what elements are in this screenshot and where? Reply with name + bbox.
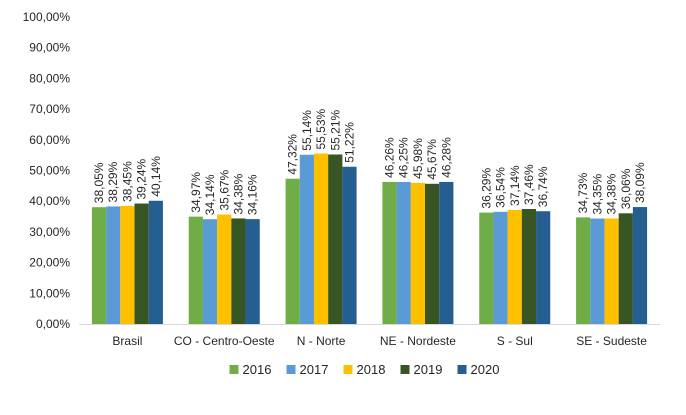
bar-2018-1 bbox=[217, 214, 232, 324]
bar-2019-0 bbox=[134, 203, 149, 324]
bar-2016-5 bbox=[576, 217, 591, 324]
bar-2020-0 bbox=[148, 200, 163, 324]
x-category-label: S - Sul bbox=[497, 334, 533, 348]
data-label: 38,09% bbox=[633, 162, 647, 203]
data-label: 38,05% bbox=[92, 162, 106, 203]
y-tick-label: 100,00% bbox=[23, 10, 71, 24]
data-label: 36,74% bbox=[536, 166, 550, 207]
bar-2017-1 bbox=[202, 219, 218, 324]
bar-2019-3 bbox=[425, 183, 440, 324]
x-category-label: SE - Sudeste bbox=[576, 334, 647, 348]
bar-2016-4 bbox=[479, 212, 494, 324]
data-label: 51,22% bbox=[342, 122, 356, 163]
legend-label: 2018 bbox=[357, 362, 386, 377]
data-label: 36,29% bbox=[479, 168, 493, 209]
legend-swatch-2020 bbox=[457, 365, 467, 374]
data-label: 37,46% bbox=[522, 164, 536, 205]
data-label: 45,67% bbox=[425, 139, 439, 180]
bar-2018-0 bbox=[120, 205, 135, 324]
bar-2020-5 bbox=[632, 207, 648, 324]
data-label: 37,14% bbox=[508, 165, 522, 206]
bar-2019-1 bbox=[231, 218, 246, 324]
bar-2017-4 bbox=[493, 211, 508, 324]
x-axis: Brasil CO - Centro-Oeste N - Norte NE - Nor… bbox=[79, 324, 660, 348]
bar-2018-5 bbox=[604, 218, 619, 324]
data-label: 40,14% bbox=[149, 156, 163, 197]
bar-2017-2 bbox=[299, 154, 314, 324]
bar-2017-3 bbox=[396, 182, 411, 324]
y-tick-label: 90,00% bbox=[29, 41, 70, 55]
legend: 2016 2017 2018 2019 2020 bbox=[229, 362, 500, 377]
data-label: 39,24% bbox=[135, 159, 149, 200]
data-label: 45,98% bbox=[411, 138, 425, 179]
data-label: 34,16% bbox=[246, 174, 260, 215]
bar-2016-0 bbox=[91, 207, 107, 324]
data-label: 34,38% bbox=[231, 173, 245, 214]
legend-label: 2017 bbox=[300, 362, 329, 377]
legend-swatch-2019 bbox=[400, 365, 410, 374]
data-label: 34,97% bbox=[189, 172, 203, 213]
data-label: 55,21% bbox=[328, 109, 342, 150]
data-label: 34,38% bbox=[605, 173, 619, 214]
bar-2018-2 bbox=[313, 153, 329, 324]
bar-2020-1 bbox=[245, 219, 260, 324]
y-tick-label: 80,00% bbox=[29, 71, 70, 85]
legend-swatch-2016 bbox=[229, 365, 239, 374]
y-tick-label: 30,00% bbox=[29, 225, 70, 239]
y-tick-label: 20,00% bbox=[29, 256, 70, 270]
data-label: 47,32% bbox=[286, 134, 300, 175]
bar-2019-5 bbox=[618, 213, 633, 324]
data-labels-group: 38,05% 38,29% 38,45% 39,24% 40,14% 34,97% 34,1… bbox=[92, 108, 647, 215]
data-label: 46,25% bbox=[397, 137, 411, 178]
data-label: 55,53% bbox=[314, 108, 328, 149]
x-category-label: CO - Centro-Oeste bbox=[174, 334, 275, 348]
bar-2018-3 bbox=[410, 182, 426, 324]
legend-label: 2019 bbox=[414, 362, 443, 377]
data-label: 38,29% bbox=[106, 161, 120, 202]
data-label: 35,67% bbox=[217, 169, 231, 210]
y-tick-label: 50,00% bbox=[29, 164, 70, 178]
y-tick-label: 40,00% bbox=[29, 194, 70, 208]
y-tick-label: 60,00% bbox=[29, 133, 70, 147]
x-category-label: N - Norte bbox=[297, 334, 346, 348]
data-label: 36,54% bbox=[494, 167, 508, 208]
bar-2020-3 bbox=[439, 181, 454, 324]
bar-2019-2 bbox=[328, 154, 343, 324]
data-label: 36,06% bbox=[619, 168, 633, 209]
bar-2019-4 bbox=[521, 209, 537, 324]
legend-swatch-2017 bbox=[286, 365, 296, 374]
bar-2020-2 bbox=[342, 166, 357, 324]
x-category-label: Brasil bbox=[112, 334, 142, 348]
data-label: 38,45% bbox=[120, 161, 134, 202]
legend-swatch-2018 bbox=[343, 365, 353, 374]
bar-2016-2 bbox=[285, 178, 300, 324]
data-label: 46,28% bbox=[439, 137, 453, 178]
legend-label: 2016 bbox=[243, 362, 272, 377]
bar-2017-5 bbox=[590, 218, 605, 324]
y-tick-label: 0,00% bbox=[36, 317, 70, 331]
bars-group bbox=[91, 153, 648, 324]
x-category-label: NE - Nordeste bbox=[380, 334, 456, 348]
data-label: 34,35% bbox=[590, 174, 604, 215]
data-label: 46,26% bbox=[383, 137, 397, 178]
y-axis: 0,00% 10,00% 20,00% 30,00% 40,00% 50,00% 60,00… bbox=[23, 10, 71, 331]
y-tick-label: 70,00% bbox=[29, 102, 70, 116]
data-label: 55,14% bbox=[300, 110, 314, 151]
bar-2017-0 bbox=[106, 206, 121, 324]
bar-2020-4 bbox=[536, 211, 551, 324]
y-tick-label: 10,00% bbox=[29, 286, 70, 300]
data-label: 34,14% bbox=[203, 174, 217, 215]
bar-2018-4 bbox=[507, 209, 522, 324]
legend-label: 2020 bbox=[471, 362, 500, 377]
data-label: 34,73% bbox=[576, 172, 590, 213]
bar-2016-3 bbox=[382, 181, 397, 324]
bar-2016-1 bbox=[188, 216, 203, 324]
